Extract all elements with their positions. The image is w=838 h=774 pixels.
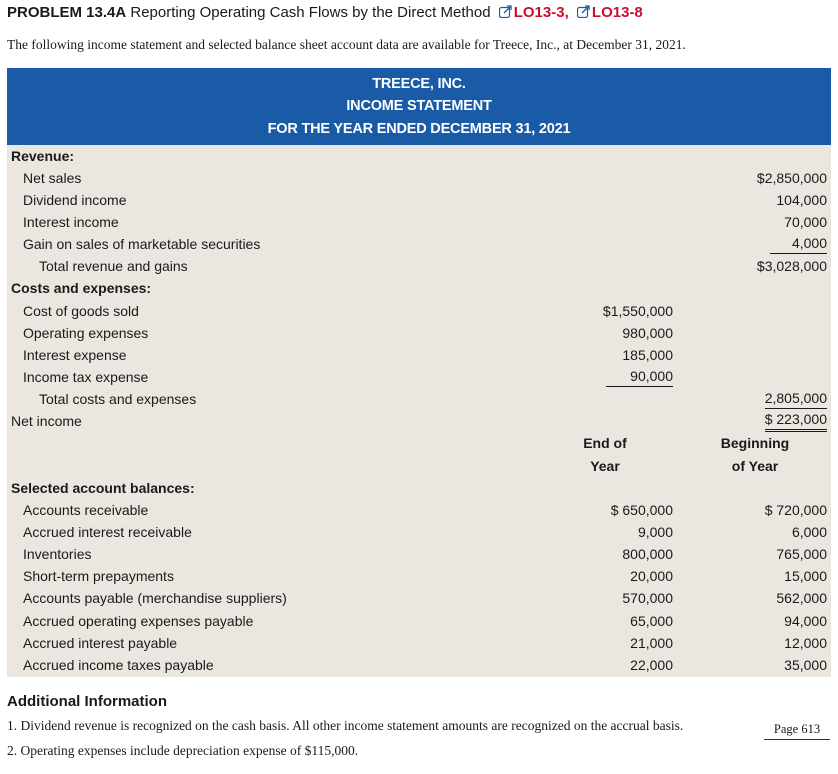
row-amount: 185,000 [622,347,673,363]
table-row: Accrued income taxes payable 22,000 35,0… [0,654,838,676]
row-end-value: 570,000 [622,590,673,606]
row-label: Accounts payable (merchandise suppliers) [23,590,287,606]
lo-link-1[interactable]: LO13-3, [513,4,569,21]
statement-table [7,145,831,677]
row-amount: 980,000 [622,325,673,341]
row-amount: 90,000 [606,366,673,387]
row-label: Accounts receivable [23,502,149,518]
table-row: Short-term prepayments 20,000 15,000 [0,565,838,587]
table-row: Accrued operating expenses payable 65,00… [0,610,838,632]
table-row: Income tax expense 90,000 [0,366,838,388]
net-income-label: Net income [11,413,82,429]
table-row: Accrued interest receivable 9,000 6,000 [0,521,838,543]
external-link-icon [576,5,590,18]
note-2: 2. Operating expenses include depreciati… [7,743,359,758]
row-label: Operating expenses [23,325,149,341]
col-end-of-year: End of Year [570,432,640,478]
net-income-amount: $ 223,000 [764,410,827,432]
row-amount: $1,550,000 [602,303,673,319]
row-label: Cost of goods sold [23,303,139,319]
problem-label: PROBLEM 13.4A [7,4,127,21]
row-begin-value: 6,000 [791,524,827,540]
net-income-row: Net income $ 223,000 [0,410,838,432]
costs-heading-row: Costs and expenses: [0,277,838,299]
col-end-line-1: End of [583,435,627,451]
statement-title: INCOME STATEMENT [346,98,492,114]
row-amount: 70,000 [784,214,827,230]
row-label: Short-term prepayments [23,568,174,584]
problem-title: PROBLEM 13.4A Reporting Operating Cash F… [7,4,643,21]
table-row: Dividend income 104,000 [0,189,838,211]
row-label: Interest expense [23,347,127,363]
col-beginning-of-year: Beginning of Year [710,432,800,478]
row-begin-value: 12,000 [784,635,827,651]
row-label: Inventories [23,546,92,562]
table-row: Interest expense 185,000 [0,344,838,366]
row-end-value: 22,000 [630,657,673,673]
row-label: Dividend income [23,192,127,208]
statement-period: FOR THE YEAR ENDED DECEMBER 31, 2021 [267,121,571,137]
external-link-icon [498,5,512,18]
table-row: Net sales $2,850,000 [0,167,838,189]
total-revenue-label: Total revenue and gains [39,258,188,274]
table-row: Interest income 70,000 [0,211,838,233]
intro-text: The following income statement and selec… [7,37,686,52]
row-label: Gain on sales of marketable securities [23,236,261,252]
table-row: Accrued interest payable 21,000 12,000 [0,632,838,654]
revenue-heading: Revenue: [11,148,75,164]
table-row: Gain on sales of marketable securities 4… [0,233,838,255]
page-reference: Page 613 [764,719,830,740]
col-end-line-2: Year [590,458,620,474]
row-label: Interest income [23,214,119,230]
table-row: Accounts payable (merchandise suppliers)… [0,587,838,609]
row-end-value: 21,000 [630,635,673,651]
row-label: Accrued interest receivable [23,524,192,540]
row-label: Net sales [23,170,82,186]
costs-heading: Costs and expenses: [11,280,152,296]
table-row: Cost of goods sold $1,550,000 [0,300,838,322]
row-label: Income tax expense [23,369,149,385]
row-label: Accrued interest payable [23,635,178,651]
row-begin-value: 15,000 [784,568,827,584]
problem-title-text: Reporting Operating Cash Flows by the Di… [130,4,491,21]
table-row: Operating expenses 980,000 [0,322,838,344]
row-end-value: 20,000 [630,568,673,584]
row-begin-value: 765,000 [776,546,827,562]
row-begin-value: 562,000 [776,590,827,606]
total-costs-label: Total costs and expenses [39,391,197,407]
row-label: Accrued income taxes payable [23,657,214,673]
additional-info-heading: Additional Information [7,693,167,710]
row-begin-value: $ 720,000 [764,502,827,518]
row-begin-value: 94,000 [784,613,827,629]
statement-header: TREECE, INC. INCOME STATEMENT FOR THE YE… [7,68,831,145]
row-end-value: 800,000 [622,546,673,562]
balances-heading: Selected account balances: [11,480,195,496]
row-end-value: 65,000 [630,613,673,629]
col-begin-line-1: Beginning [720,435,790,451]
company-name: TREECE, INC. [372,76,466,92]
table-row: Inventories 800,000 765,000 [0,543,838,565]
row-amount: 4,000 [769,233,827,254]
table-row: Accounts receivable $ 650,000 $ 720,000 [0,499,838,521]
col-begin-line-2: of Year [731,458,779,474]
row-label: Accrued operating expenses payable [23,613,254,629]
balances-heading-row: Selected account balances: [0,477,838,499]
total-costs-amount: 2,805,000 [764,388,827,409]
lo-link-2[interactable]: LO13-8 [591,4,643,21]
total-revenue-row: Total revenue and gains $3,028,000 [0,255,838,277]
total-revenue-amount: $3,028,000 [756,258,827,274]
total-costs-row: Total costs and expenses 2,805,000 [0,388,838,410]
row-amount: $2,850,000 [756,170,827,186]
row-end-value: $ 650,000 [610,502,673,518]
note-1: 1. Dividend revenue is recognized on the… [7,718,684,733]
row-amount: 104,000 [776,192,827,208]
row-end-value: 9,000 [637,524,673,540]
revenue-heading-row: Revenue: [0,145,838,167]
row-begin-value: 35,000 [784,657,827,673]
